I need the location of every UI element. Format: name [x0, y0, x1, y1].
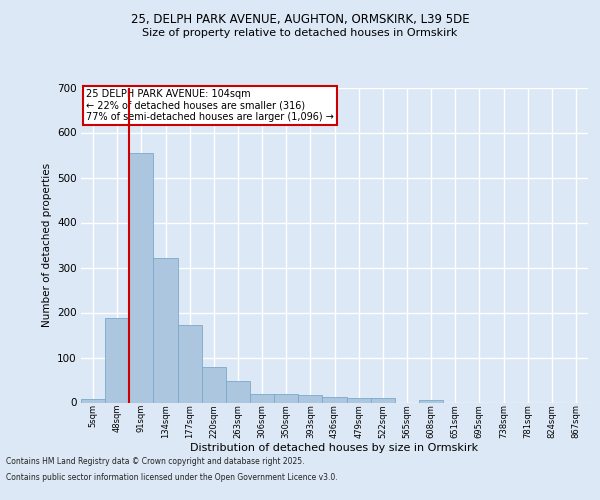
Bar: [322, 397, 347, 402]
Bar: [226, 382, 250, 402]
Bar: [129, 153, 154, 402]
Bar: [105, 318, 129, 402]
Bar: [419, 400, 443, 402]
X-axis label: Distribution of detached houses by size in Ormskirk: Distribution of detached houses by size …: [190, 444, 479, 454]
Text: Size of property relative to detached houses in Ormskirk: Size of property relative to detached ho…: [142, 28, 458, 38]
Bar: [81, 399, 105, 402]
Text: Contains HM Land Registry data © Crown copyright and database right 2025.: Contains HM Land Registry data © Crown c…: [6, 458, 305, 466]
Bar: [178, 325, 202, 402]
Bar: [154, 258, 178, 402]
Bar: [202, 368, 226, 402]
Text: 25 DELPH PARK AVENUE: 104sqm
← 22% of detached houses are smaller (316)
77% of s: 25 DELPH PARK AVENUE: 104sqm ← 22% of de…: [86, 89, 334, 122]
Bar: [298, 395, 322, 402]
Text: Contains public sector information licensed under the Open Government Licence v3: Contains public sector information licen…: [6, 472, 338, 482]
Text: 25, DELPH PARK AVENUE, AUGHTON, ORMSKIRK, L39 5DE: 25, DELPH PARK AVENUE, AUGHTON, ORMSKIRK…: [131, 12, 469, 26]
Bar: [250, 394, 274, 402]
Bar: [371, 398, 395, 402]
Bar: [347, 398, 371, 402]
Y-axis label: Number of detached properties: Number of detached properties: [41, 163, 52, 327]
Bar: [274, 394, 298, 402]
